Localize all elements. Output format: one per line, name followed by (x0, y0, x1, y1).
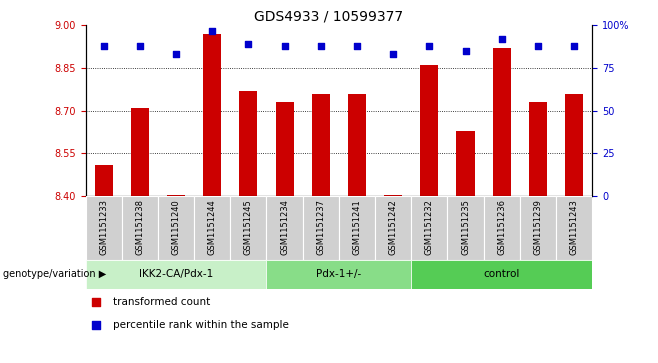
Text: GSM1151233: GSM1151233 (99, 199, 108, 255)
Bar (565, 94, 583, 196)
Text: GSM1151243: GSM1151243 (570, 199, 578, 255)
Text: GSM1151241: GSM1151241 (353, 199, 361, 255)
Bar (493, 48, 511, 196)
Bar (348, 94, 366, 196)
Bar (167, 195, 185, 196)
Bar (266, 260, 411, 289)
Bar (158, 196, 194, 260)
Bar (529, 102, 547, 196)
Point (134, 43, 145, 49)
Text: transformed count: transformed count (113, 297, 211, 307)
Text: GSM1151237: GSM1151237 (316, 199, 325, 255)
Bar (203, 34, 221, 196)
Text: GSM1151242: GSM1151242 (389, 199, 397, 255)
Bar (276, 102, 293, 196)
Bar (556, 196, 592, 260)
Text: GSM1151235: GSM1151235 (461, 199, 470, 255)
Bar (411, 196, 447, 260)
Text: GSM1151244: GSM1151244 (208, 199, 216, 255)
Bar (375, 196, 411, 260)
Text: Pdx-1+/-: Pdx-1+/- (316, 269, 361, 279)
Bar (420, 65, 438, 196)
Bar (240, 91, 257, 196)
Bar (86, 196, 122, 260)
Bar (520, 196, 556, 260)
Point (351, 43, 362, 49)
Bar (131, 108, 149, 196)
Point (279, 43, 290, 49)
Point (99, 43, 109, 49)
Text: GDS4933 / 10599377: GDS4933 / 10599377 (255, 9, 403, 23)
Bar (230, 196, 266, 260)
Point (569, 43, 580, 49)
Point (532, 43, 543, 49)
Text: percentile rank within the sample: percentile rank within the sample (113, 321, 290, 330)
Bar (384, 195, 402, 196)
Text: IKK2-CA/Pdx-1: IKK2-CA/Pdx-1 (139, 269, 213, 279)
Text: control: control (484, 269, 520, 279)
Point (426, 0, 436, 6)
Bar (122, 196, 158, 260)
Text: GSM1151239: GSM1151239 (534, 199, 542, 255)
Bar (447, 196, 484, 260)
Text: GSM1151236: GSM1151236 (497, 199, 506, 255)
Text: GSM1151232: GSM1151232 (425, 199, 434, 255)
Bar (312, 94, 330, 196)
Point (460, 48, 470, 54)
Point (388, 52, 398, 57)
Bar (266, 196, 303, 260)
Bar (411, 260, 592, 289)
Text: genotype/variation ▶: genotype/variation ▶ (3, 269, 107, 279)
Point (426, 215, 436, 221)
Text: GSM1151245: GSM1151245 (244, 199, 253, 255)
Bar (86, 260, 266, 289)
Point (316, 43, 326, 49)
Text: GSM1151240: GSM1151240 (172, 199, 180, 255)
Bar (95, 165, 113, 196)
Point (243, 41, 253, 47)
Bar (339, 196, 375, 260)
Bar (303, 196, 339, 260)
Bar (484, 196, 520, 260)
Point (207, 28, 217, 33)
Point (496, 36, 507, 42)
Point (424, 43, 434, 49)
Text: GSM1151238: GSM1151238 (136, 199, 144, 255)
Bar (457, 131, 474, 196)
Bar (194, 196, 230, 260)
Text: GSM1151234: GSM1151234 (280, 199, 289, 255)
Point (170, 52, 181, 57)
